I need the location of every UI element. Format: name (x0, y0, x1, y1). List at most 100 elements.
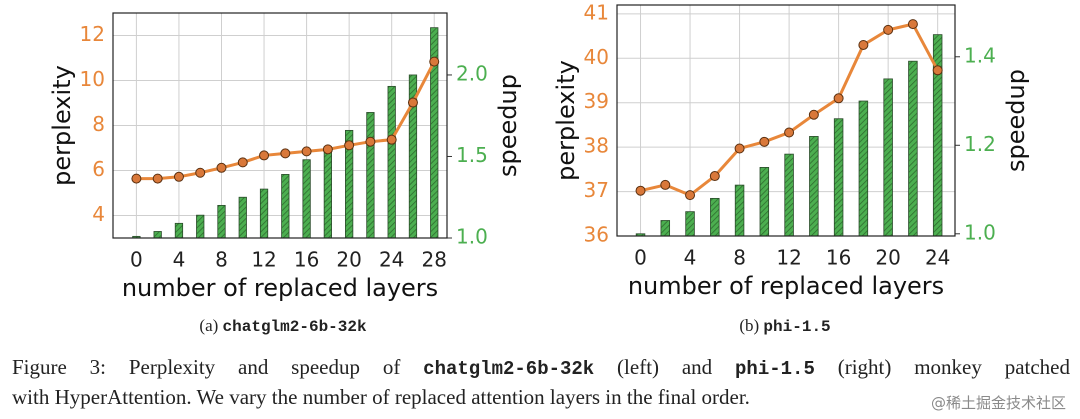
caption-model: chatglm2-6b-32k (423, 358, 595, 380)
bar (302, 159, 311, 239)
x-tick-label: 28 (422, 248, 447, 272)
point (259, 150, 270, 161)
caption-text: (right) monkey patched (814, 355, 1070, 379)
bar (238, 196, 247, 239)
x-tick-label: 16 (294, 248, 319, 272)
caption-line: Figure 3: Perplexity and speedup of chat… (12, 355, 1070, 380)
bar (759, 167, 770, 237)
y2-axis-label: speedup (1002, 69, 1030, 172)
point (784, 127, 795, 138)
bar (259, 188, 269, 239)
x-axis-label: number of replaced layers (628, 272, 944, 300)
point (280, 148, 291, 159)
subcaption-label: (a) (199, 316, 219, 335)
bar (833, 118, 844, 237)
point (833, 93, 844, 104)
x-tick-label: 4 (173, 248, 186, 272)
x-axis-label: number of replaced layers (122, 274, 438, 302)
subcaption-model: chatglm2-6b-32k (222, 318, 367, 336)
y2-tick-label: 1.0 (964, 220, 996, 244)
bar (281, 174, 290, 239)
y-tick-label: 4 (92, 202, 105, 226)
y-tick-label: 37 (584, 178, 609, 202)
point (685, 190, 696, 201)
x-tick-label: 16 (826, 246, 851, 270)
x-tick-label: 20 (336, 248, 361, 272)
point (237, 157, 248, 168)
bar (809, 136, 819, 237)
point (660, 179, 671, 190)
x-tick-label: 8 (733, 246, 746, 270)
x-tick-label: 12 (776, 246, 801, 270)
point (883, 24, 894, 35)
bar (734, 184, 745, 237)
bar (784, 153, 794, 237)
point (808, 109, 819, 120)
bar (908, 60, 918, 237)
point (907, 19, 918, 30)
bar (387, 85, 396, 239)
y-tick-label: 12 (80, 22, 105, 46)
caption-text: with HyperAttention. We vary the number … (12, 385, 750, 409)
caption-text: Figure 3: Perplexity and speedup of (12, 355, 424, 379)
point (131, 173, 142, 184)
point (216, 162, 227, 173)
x-tick-label: 0 (634, 246, 647, 270)
subcaption: (a) chatglm2-6b-32k (199, 316, 366, 336)
y-tick-label: 38 (584, 134, 609, 158)
point (152, 173, 163, 184)
bar (858, 100, 869, 237)
caption-text: (left) and (594, 355, 736, 379)
y-tick-label: 39 (584, 89, 609, 113)
bar (366, 112, 375, 239)
plot-frame (616, 4, 956, 237)
caption-line: with HyperAttention. We vary the number … (12, 385, 1070, 410)
bar (153, 231, 162, 239)
subcaption: (b) phi-1.5 (739, 316, 830, 336)
x-tick-label: 24 (379, 248, 404, 272)
bar (660, 220, 671, 237)
y-tick-label: 8 (92, 112, 105, 136)
x-tick-label: 4 (684, 246, 697, 270)
bar (323, 146, 332, 239)
x-tick-label: 0 (130, 248, 143, 272)
point (344, 140, 355, 151)
watermark: @稀土掘金技术社区 (930, 394, 1066, 412)
y2-tick-label: 2.0 (456, 61, 488, 85)
y-axis-label: perplexity (48, 65, 76, 186)
subcaption-label: (b) (739, 316, 760, 335)
point (407, 97, 418, 108)
y-tick-label: 41 (584, 0, 609, 24)
bar (174, 222, 184, 239)
point (386, 134, 397, 145)
point (932, 65, 943, 76)
point (635, 185, 646, 196)
y2-tick-label: 1.2 (964, 132, 996, 156)
x-tick-label: 24 (925, 246, 950, 270)
x-tick-label: 8 (215, 248, 228, 272)
y-tick-label: 40 (584, 45, 609, 69)
point (322, 144, 333, 155)
y2-tick-label: 1.0 (456, 225, 488, 249)
y-tick-label: 36 (584, 223, 609, 247)
y-tick-label: 10 (80, 67, 105, 91)
point (173, 171, 184, 182)
bar (217, 204, 226, 239)
y-axis-label: perplexity (552, 60, 580, 181)
point (709, 171, 720, 182)
point (301, 146, 312, 157)
bar (196, 214, 205, 239)
x-tick-label: 12 (251, 248, 276, 272)
caption-model: phi-1.5 (735, 358, 815, 380)
bar (685, 211, 695, 237)
point (734, 143, 745, 154)
plot-frame (112, 12, 448, 239)
y-tick-label: 6 (92, 157, 105, 181)
bar (883, 78, 893, 237)
point (365, 136, 376, 147)
x-tick-label: 20 (875, 246, 900, 270)
point (759, 136, 770, 147)
y2-axis-label: speedup (494, 74, 522, 177)
